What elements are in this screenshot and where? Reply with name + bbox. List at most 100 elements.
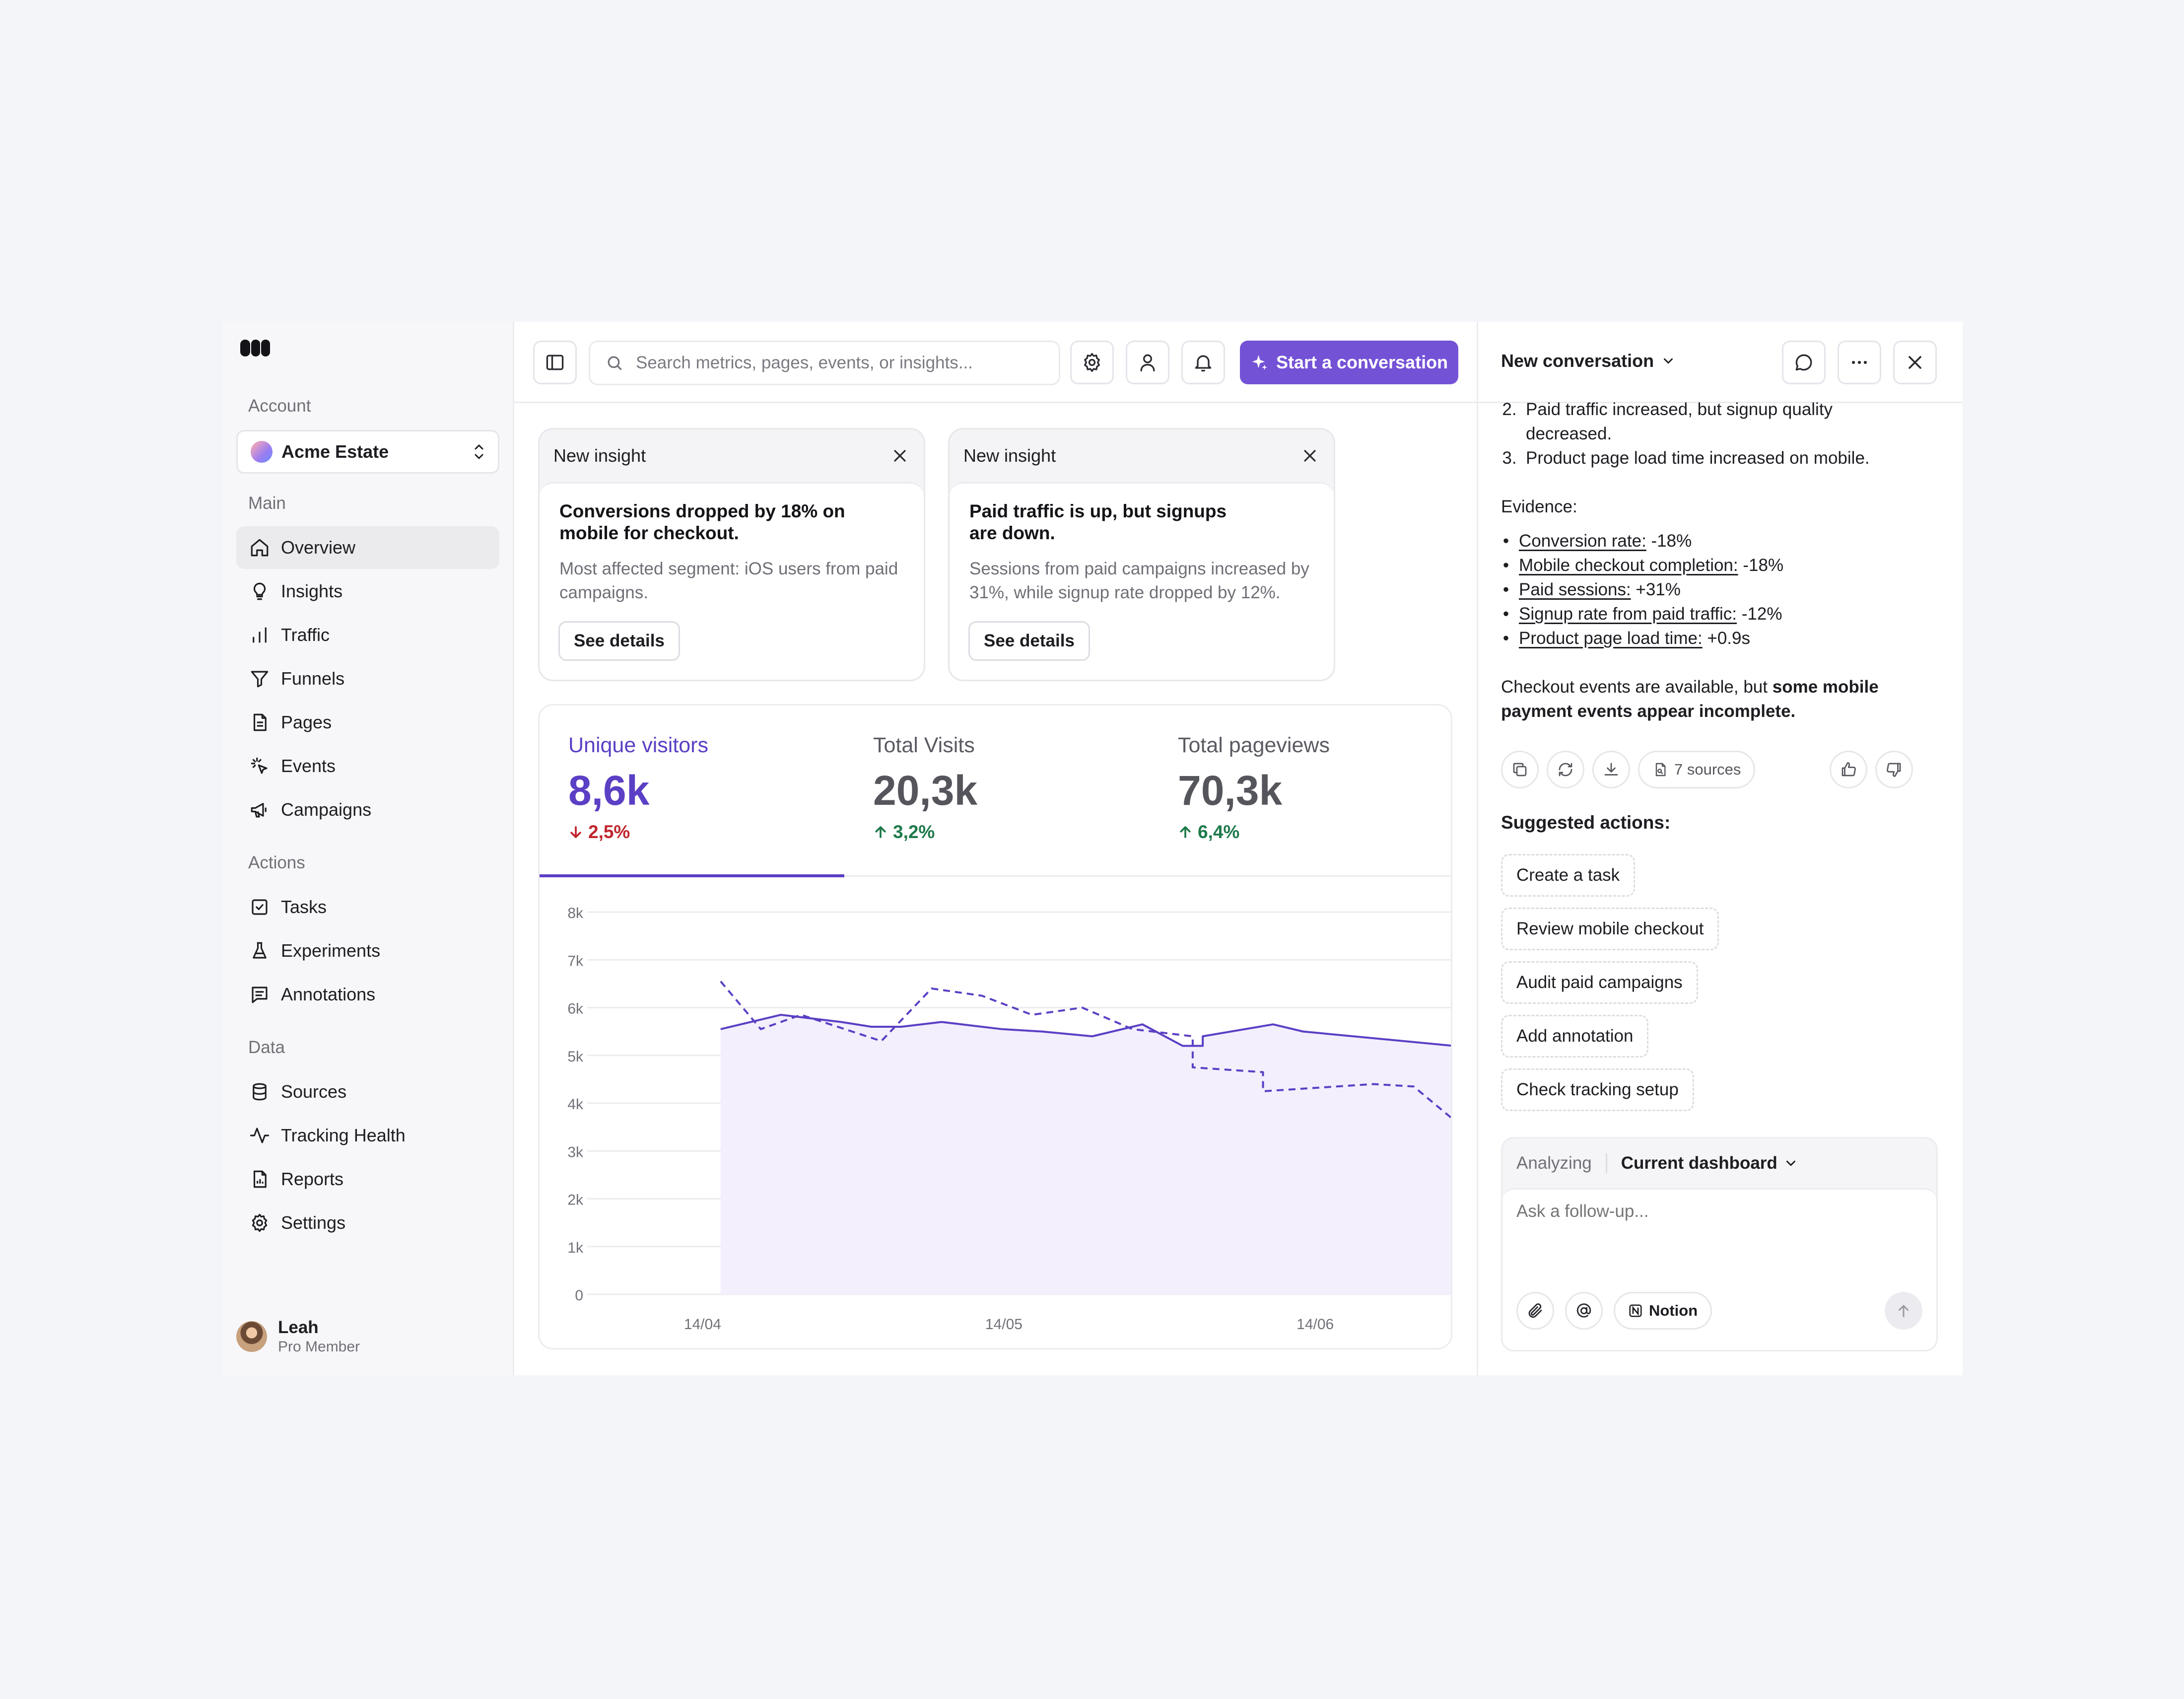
context-selector[interactable]: Current dashboard (1621, 1153, 1798, 1173)
annotation-icon (252, 987, 268, 1003)
sidebar-item-tracking-health[interactable]: Tracking Health (236, 1114, 499, 1157)
chevron-up-down-icon (473, 443, 485, 461)
sidebar-item-label: Funnels (281, 668, 345, 689)
evidence-value: +0.9s (1707, 629, 1751, 648)
download-button[interactable] (1592, 751, 1630, 788)
sidebar-item-pages[interactable]: Pages (236, 701, 499, 744)
sidebar-item-experiments[interactable]: Experiments (236, 929, 499, 972)
evidence-item: • Mobile checkout completion: -18% (1502, 556, 1784, 575)
insight-title: Conversions dropped by 18% on mobile for… (559, 501, 845, 543)
toggle-sidebar-button[interactable] (533, 341, 577, 384)
actions-section-label: Actions (248, 853, 305, 872)
thumbs-up-button[interactable] (1830, 751, 1867, 788)
insight-title: Paid traffic is up, but signups are down… (969, 501, 1227, 543)
attach-button[interactable] (1516, 1292, 1554, 1330)
account-switcher[interactable]: Acme Estate (236, 430, 499, 474)
account-avatar (251, 441, 273, 463)
sources-button[interactable]: 7 sources (1638, 751, 1756, 788)
sidebar-item-traffic[interactable]: Traffic (236, 614, 499, 656)
conversation-header: New conversation (1478, 322, 1963, 403)
conversation-selector[interactable]: New conversation (1501, 351, 1676, 371)
metric-tab-unique-visitors[interactable]: Unique visitors 8,6k 2,5% (540, 706, 844, 877)
sidebar-item-annotations[interactable]: Annotations (236, 973, 499, 1016)
evidence-value: -18% (1651, 531, 1692, 551)
settings-button[interactable] (1070, 341, 1114, 384)
megaphone-icon (251, 803, 267, 818)
evidence-link[interactable]: Conversion rate: (1519, 531, 1646, 551)
sidebar-item-label: Tracking Health (281, 1125, 406, 1145)
suggested-action-create-task[interactable]: Create a task (1501, 854, 1636, 897)
more-options-button[interactable] (1838, 341, 1881, 384)
close-icon[interactable] (890, 446, 910, 466)
summary-bold: some mobile payment events appear incomp… (1501, 677, 1879, 721)
list-number: 2. (1502, 400, 1517, 419)
y-tick-label: 5k (567, 1049, 584, 1065)
thumbs-down-button[interactable] (1875, 751, 1913, 788)
list-number: 3. (1502, 448, 1517, 468)
notion-button[interactable]: Notion (1614, 1292, 1712, 1330)
see-details-button[interactable]: See details (968, 621, 1090, 661)
metric-label: Total pageviews (1178, 733, 1330, 757)
suggested-action-audit-campaigns[interactable]: Audit paid campaigns (1501, 961, 1698, 1004)
metric-change: 6,4% (1178, 822, 1425, 843)
series-line-comparison (720, 981, 1451, 1119)
metric-tab-total-pageviews[interactable]: Total pageviews 70,3k 6,4% (1149, 706, 1451, 877)
sources-icon (1655, 763, 1666, 777)
evidence-link[interactable]: Product page load time: (1519, 629, 1703, 648)
send-button[interactable] (1885, 1292, 1922, 1330)
notion-icon (1629, 1304, 1642, 1317)
sidebar-item-insights[interactable]: Insights (236, 570, 499, 613)
start-conversation-button[interactable]: Start a conversation (1240, 341, 1458, 384)
evidence-link[interactable]: Signup rate from paid traffic: (1519, 604, 1737, 624)
sidebar-item-overview[interactable]: Overview (236, 526, 499, 569)
regenerate-button[interactable] (1547, 751, 1584, 788)
sidebar-item-events[interactable]: Events (236, 745, 499, 787)
insight-card: New insight Conversions dropped by 18% o… (538, 428, 925, 681)
app-window: Account Acme Estate Main Overview Insigh… (222, 322, 1963, 1375)
sidebar-item-sources[interactable]: Sources (236, 1070, 499, 1113)
copy-button[interactable] (1501, 751, 1539, 788)
suggested-action-check-tracking[interactable]: Check tracking setup (1501, 1068, 1694, 1111)
sidebar-item-tasks[interactable]: Tasks (236, 886, 499, 928)
see-details-button[interactable]: See details (558, 621, 680, 661)
sidebar-item-settings[interactable]: Settings (236, 1202, 499, 1244)
close-icon[interactable] (1300, 446, 1320, 466)
metric-tab-total-visits[interactable]: Total Visits 20,3k 3,2% (844, 706, 1149, 877)
suggested-action-add-annotation[interactable]: Add annotation (1501, 1015, 1649, 1058)
sidebar-item-label: Tasks (281, 897, 327, 917)
database-icon (253, 1083, 267, 1101)
close-panel-button[interactable] (1893, 341, 1937, 384)
metric-change: 3,2% (873, 822, 1120, 843)
list-item: 3. Product page load time increased on m… (1501, 446, 1913, 470)
chevron-down-icon (1786, 1160, 1795, 1166)
notifications-button[interactable] (1181, 341, 1225, 384)
more-horizontal-icon (1851, 360, 1867, 364)
arrow-up-icon (1180, 826, 1191, 838)
evidence-link[interactable]: Mobile checkout completion: (1519, 556, 1738, 575)
sidebar-item-reports[interactable]: Reports (236, 1158, 499, 1201)
report-icon (253, 1170, 267, 1188)
insight-text: Sessions from paid campaigns increased b… (969, 559, 1309, 602)
sidebar-item-funnels[interactable]: Funnels (236, 657, 499, 700)
search-input[interactable]: Search metrics, pages, events, or insigh… (589, 341, 1060, 385)
chevron-down-icon (1664, 358, 1673, 364)
document-icon (253, 713, 267, 731)
follow-up-input[interactable] (1516, 1202, 1913, 1221)
summary-prefix: Checkout events are available, but (1501, 677, 1768, 697)
user-role: Pro Member (278, 1339, 360, 1355)
main-section-label: Main (248, 494, 286, 513)
user-profile[interactable]: Leah Pro Member (236, 1318, 360, 1355)
mention-button[interactable] (1565, 1292, 1603, 1330)
list-text: Paid traffic increased, but signup quali… (1526, 400, 1833, 443)
evidence-link[interactable]: Paid sessions: (1519, 580, 1631, 599)
account-name: Acme Estate (281, 441, 389, 462)
metric-change-value: 2,5% (588, 822, 630, 842)
profile-button[interactable] (1126, 341, 1169, 384)
new-chat-button[interactable] (1782, 341, 1826, 384)
brand-logo (240, 340, 270, 356)
gear-icon (1084, 353, 1100, 372)
message-actions: 7 sources (1501, 750, 1913, 789)
download-icon (1604, 763, 1618, 776)
sidebar-item-campaigns[interactable]: Campaigns (236, 788, 499, 831)
suggested-action-review-checkout[interactable]: Review mobile checkout (1501, 908, 1719, 950)
